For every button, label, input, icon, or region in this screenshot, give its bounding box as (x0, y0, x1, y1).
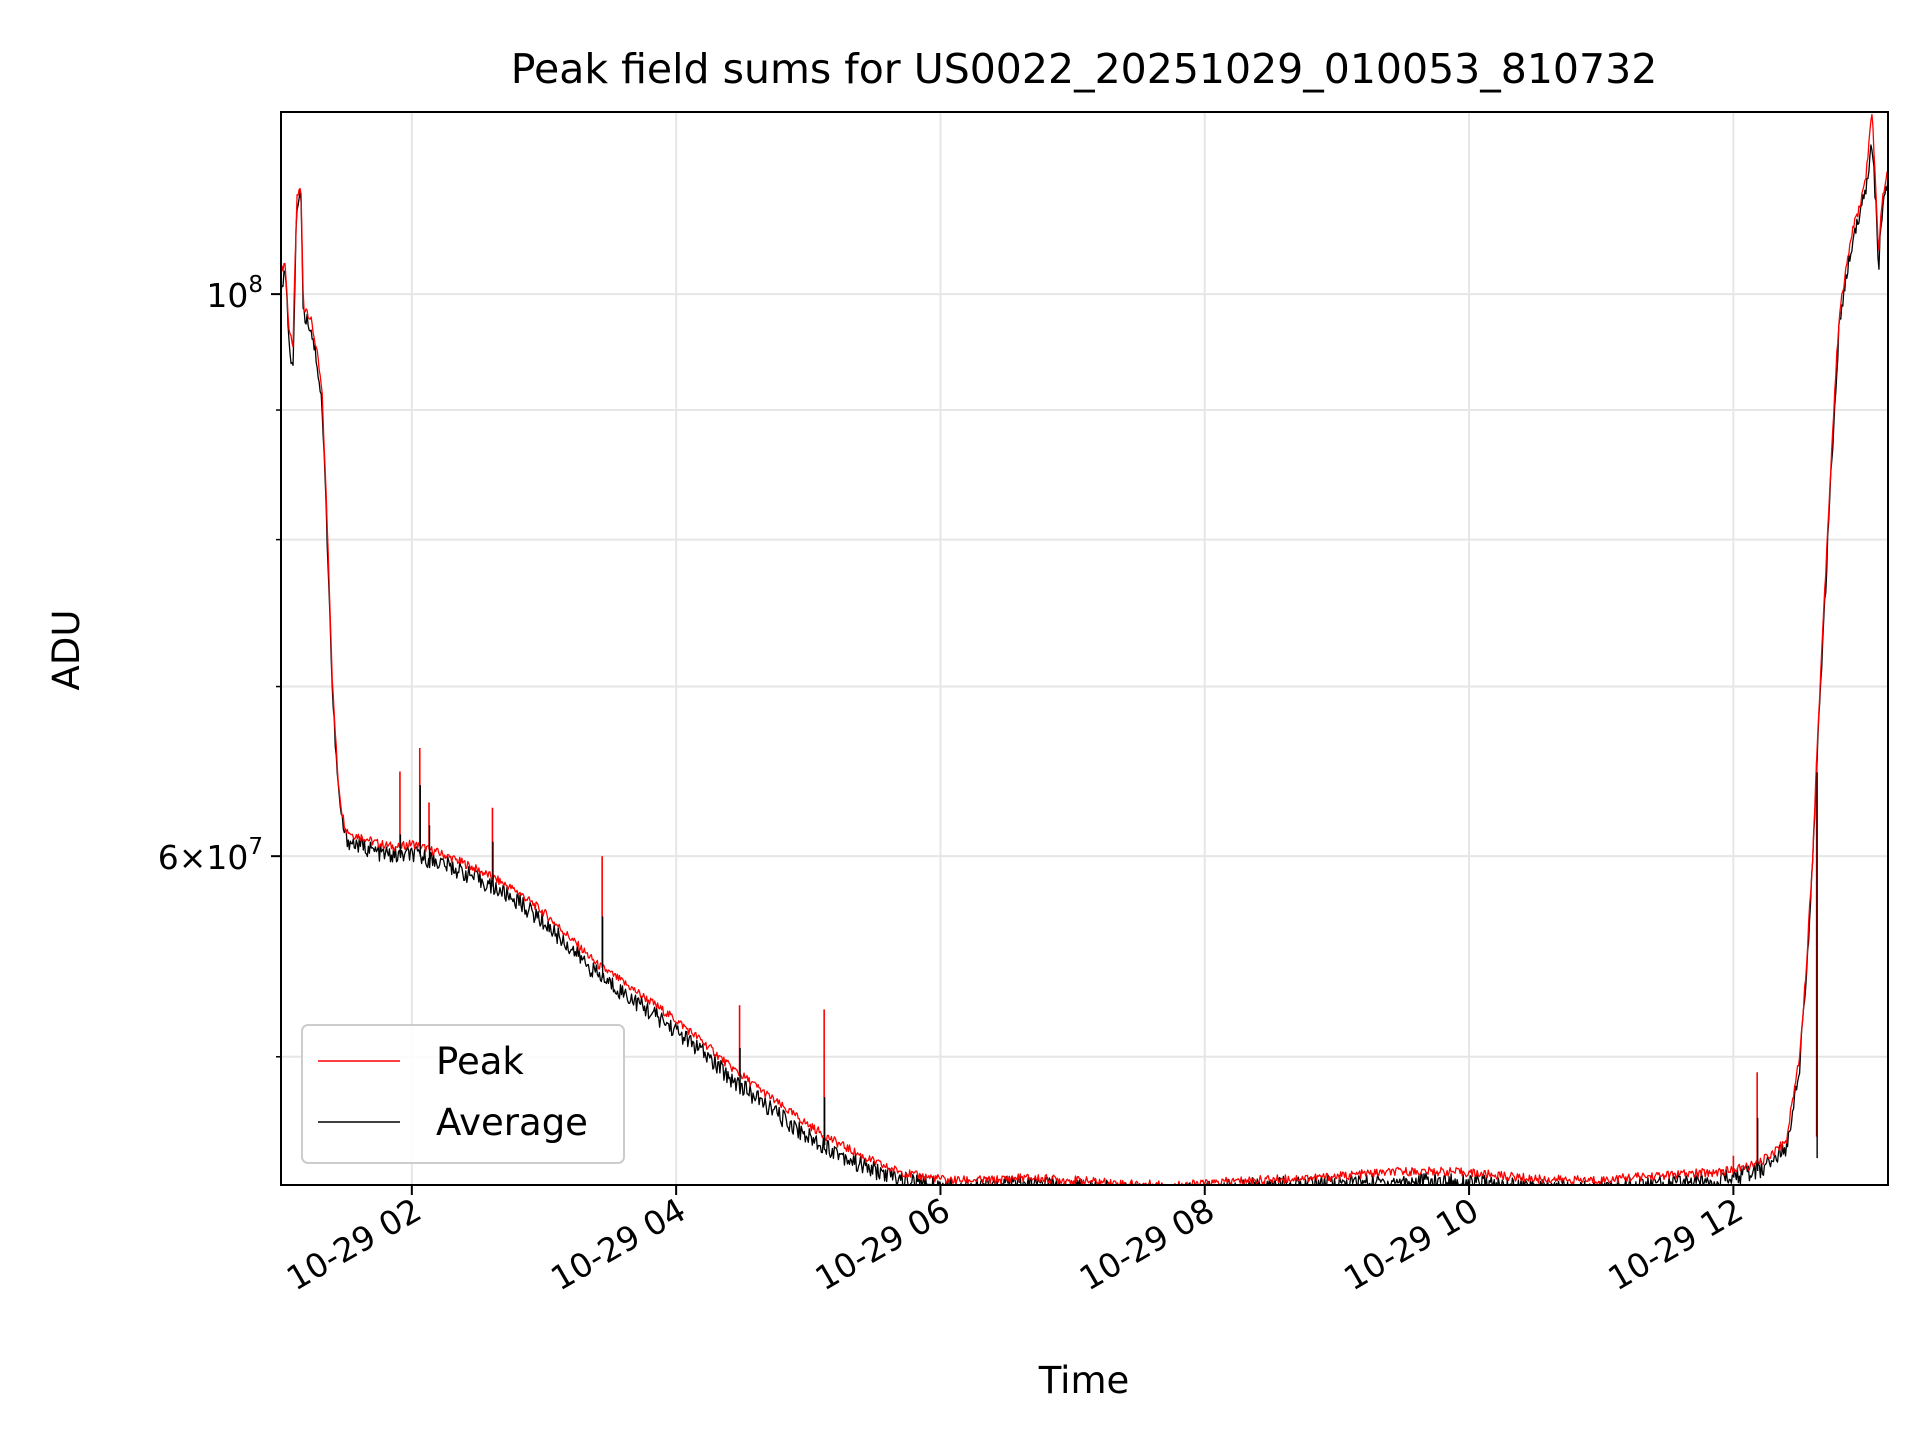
x-tick-label: 10-29 06 (808, 1190, 956, 1298)
y-axis: 6×107 108 (158, 272, 281, 1058)
x-axis-label: Time (1038, 1359, 1130, 1402)
y-tick-label: 108 (206, 272, 263, 315)
x-axis: 10-29 02 10-29 04 10-29 06 10-29 08 10-29 10… (280, 1185, 1749, 1298)
y-tick-label: 6×107 (158, 834, 263, 877)
chart-title: Peak field sums for US0022_20251029_0100… (511, 45, 1658, 93)
plot-area (281, 113, 1888, 1185)
x-tick-label: 10-29 08 (1073, 1190, 1221, 1298)
x-tick-label: 10-29 10 (1337, 1190, 1485, 1298)
peak-series-line (281, 113, 1888, 1185)
x-tick-label: 10-29 04 (544, 1190, 692, 1298)
legend-box (301, 1024, 625, 1164)
x-tick-label: 10-29 02 (280, 1190, 428, 1298)
legend-average-label: Average (436, 1101, 588, 1144)
y-axis-label: ADU (45, 610, 88, 691)
plot-frame (280, 111, 1889, 1186)
legend: Peak Average (301, 1024, 625, 1164)
series-layer (281, 113, 1888, 1185)
x-tick-label: 10-29 12 (1601, 1190, 1749, 1298)
average-series-line (281, 144, 1888, 1185)
legend-peak-label: Peak (436, 1040, 524, 1083)
